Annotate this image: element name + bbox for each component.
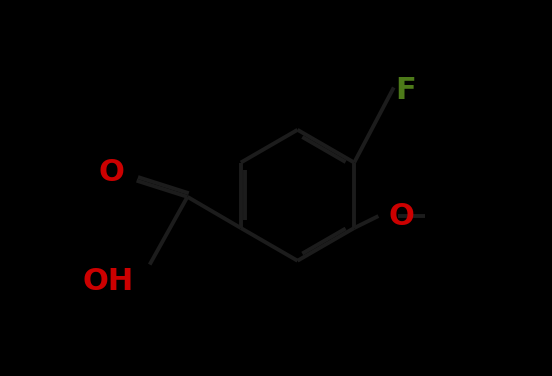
Text: OH: OH [82, 267, 134, 296]
Text: O: O [389, 202, 414, 230]
Text: O: O [98, 158, 124, 186]
Text: F: F [395, 76, 416, 105]
